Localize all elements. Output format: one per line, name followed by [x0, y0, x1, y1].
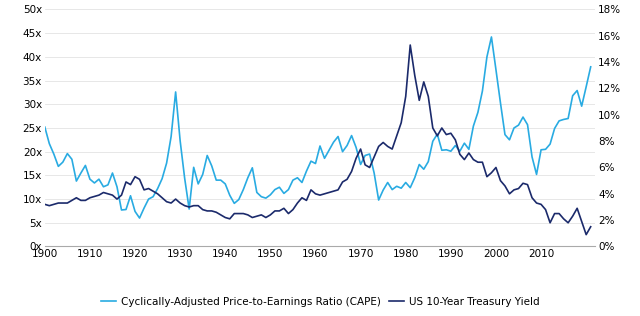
Cyclically-Adjusted Price-to-Earnings Ratio (CAPE) [393, 185, 401, 188]
Cyclically-Adjusted Price-to-Earnings Ratio (CAPE) [488, 35, 495, 39]
Cyclically-Adjusted Price-to-Earnings Ratio (CAPE) [587, 65, 595, 69]
US 10-Year Treasury Yield [167, 201, 175, 205]
US 10-Year Treasury Yield [217, 213, 225, 217]
Cyclically-Adjusted Price-to-Earnings Ratio (CAPE) [136, 216, 143, 220]
Cyclically-Adjusted Price-to-Earnings Ratio (CAPE) [172, 90, 179, 94]
Cyclically-Adjusted Price-to-Earnings Ratio (CAPE) [221, 182, 229, 186]
US 10-Year Treasury Yield [551, 212, 559, 216]
US 10-Year Treasury Yield [406, 43, 414, 47]
Cyclically-Adjusted Price-to-Earnings Ratio (CAPE) [556, 119, 563, 123]
Cyclically-Adjusted Price-to-Earnings Ratio (CAPE) [41, 125, 49, 129]
Line: US 10-Year Treasury Yield: US 10-Year Treasury Yield [45, 45, 591, 234]
US 10-Year Treasury Yield [582, 233, 590, 236]
US 10-Year Treasury Yield [388, 147, 396, 151]
Cyclically-Adjusted Price-to-Earnings Ratio (CAPE) [578, 104, 586, 108]
US 10-Year Treasury Yield [339, 180, 346, 184]
Legend: Cyclically-Adjusted Price-to-Earnings Ratio (CAPE), US 10-Year Treasury Yield: Cyclically-Adjusted Price-to-Earnings Ra… [97, 293, 543, 311]
Line: Cyclically-Adjusted Price-to-Earnings Ratio (CAPE): Cyclically-Adjusted Price-to-Earnings Ra… [45, 37, 591, 218]
US 10-Year Treasury Yield [587, 225, 595, 229]
Cyclically-Adjusted Price-to-Earnings Ratio (CAPE) [343, 143, 351, 147]
US 10-Year Treasury Yield [573, 206, 581, 210]
US 10-Year Treasury Yield [41, 203, 49, 206]
